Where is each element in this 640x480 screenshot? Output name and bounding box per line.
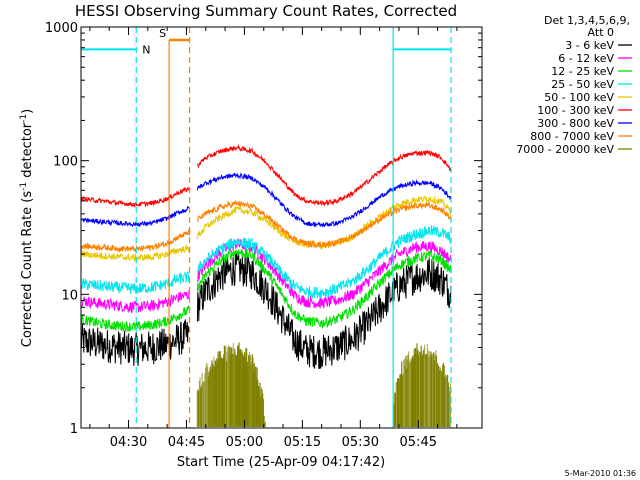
series-3-6-kev (80, 251, 452, 370)
series-300-800-kev (80, 172, 452, 228)
series-line (80, 172, 452, 228)
y-tick-label: 10 (61, 288, 78, 303)
series-800-7000-kev (80, 199, 452, 253)
plot-frame (80, 26, 483, 429)
axes: 1 10 100 1000 04:30 04:45 05:00 05:15 05:30 05:45 (45, 21, 482, 450)
y-axis-label: Corrected Count Rate (s-1 detector-1) (19, 109, 35, 347)
series-7000-20000-kev (196, 342, 451, 427)
y-tick-label: 1000 (45, 21, 78, 36)
series-line (80, 251, 452, 370)
legend-header-1: Det 1,3,4,5,6,9, (544, 14, 630, 27)
night-interval: N (81, 27, 150, 428)
series-line (80, 248, 452, 332)
series-line (80, 225, 452, 300)
x-tick-label: 05:45 (400, 435, 437, 450)
legend-label: 800 - 7000 keV (530, 130, 614, 143)
y-axis-label-sup2: -1 (19, 114, 29, 123)
y-tick-label: 100 (53, 155, 78, 170)
x-axis-label: Start Time (25-Apr-09 04:17:42) (177, 455, 385, 470)
series-line (80, 199, 452, 253)
night-label: N (142, 43, 150, 56)
y-axis-label-sup1: -1 (19, 182, 29, 191)
saa-interval: S (159, 27, 191, 428)
x-tick-label: 04:30 (110, 435, 147, 450)
legend-label: 3 - 6 keV (565, 39, 614, 52)
y-tick-label: 1 (70, 422, 78, 437)
plot-area: NS (80, 27, 452, 428)
series-12-25-kev (80, 248, 452, 332)
series-100-300-kev (80, 144, 451, 209)
chart-title: HESSI Observing Summary Count Rates, Cor… (75, 2, 457, 20)
legend-label: 300 - 800 keV (537, 117, 614, 130)
footer-stamp: 5-Mar-2010 01:36 (565, 469, 636, 478)
legend-header-2: Att 0 (588, 26, 614, 39)
y-axis-label-main: Corrected Count Rate (s (20, 191, 35, 348)
y-axis-label-mid: detector (20, 122, 35, 182)
series-6-12-kev (81, 238, 452, 314)
x-tick-label: 05:15 (284, 435, 321, 450)
series-line (80, 144, 451, 209)
series-line (81, 238, 452, 314)
legend-label: 12 - 25 keV (551, 65, 614, 78)
legend-label: 100 - 300 keV (537, 104, 614, 117)
legend-label: 25 - 50 keV (551, 78, 614, 91)
y-axis-label-end: ) (20, 109, 35, 114)
series-25-50-kev (80, 225, 452, 300)
legend-label: 7000 - 20000 keV (516, 143, 614, 156)
night-interval (392, 27, 452, 428)
x-tick-label: 05:30 (342, 435, 379, 450)
legend-label: 50 - 100 keV (544, 91, 614, 104)
x-tick-label: 04:45 (168, 435, 205, 450)
x-tick-label: 05:00 (226, 435, 263, 450)
legend-label: 6 - 12 keV (558, 52, 614, 65)
saa-label: S (159, 27, 166, 40)
